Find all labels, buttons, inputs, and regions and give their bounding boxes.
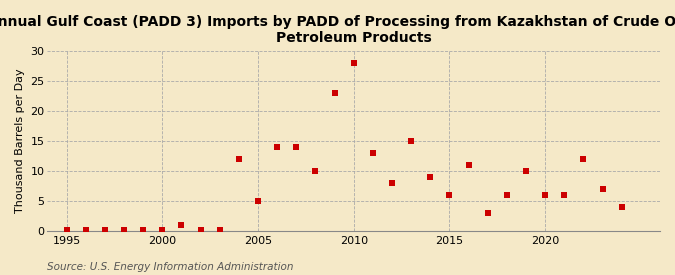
Point — [329, 90, 340, 95]
Point — [540, 192, 551, 197]
Point — [195, 228, 206, 232]
Point — [157, 228, 167, 232]
Point — [406, 138, 416, 143]
Point — [310, 169, 321, 173]
Point — [348, 60, 359, 65]
Point — [444, 192, 455, 197]
Point — [483, 210, 493, 215]
Point — [138, 228, 148, 232]
Point — [80, 228, 91, 232]
Point — [252, 199, 263, 203]
Point — [176, 222, 187, 227]
Point — [578, 156, 589, 161]
Point — [272, 144, 283, 149]
Point — [463, 163, 474, 167]
Point — [215, 228, 225, 232]
Point — [502, 192, 512, 197]
Point — [520, 169, 531, 173]
Point — [119, 228, 130, 232]
Text: Source: U.S. Energy Information Administration: Source: U.S. Energy Information Administ… — [47, 262, 294, 272]
Point — [291, 144, 302, 149]
Point — [61, 228, 72, 232]
Point — [559, 192, 570, 197]
Point — [367, 150, 378, 155]
Point — [99, 228, 110, 232]
Y-axis label: Thousand Barrels per Day: Thousand Barrels per Day — [15, 68, 25, 213]
Point — [425, 174, 435, 179]
Point — [597, 186, 608, 191]
Point — [234, 156, 244, 161]
Point — [387, 180, 398, 185]
Point — [616, 205, 627, 209]
Title: Annual Gulf Coast (PADD 3) Imports by PADD of Processing from Kazakhstan of Crud: Annual Gulf Coast (PADD 3) Imports by PA… — [0, 15, 675, 45]
